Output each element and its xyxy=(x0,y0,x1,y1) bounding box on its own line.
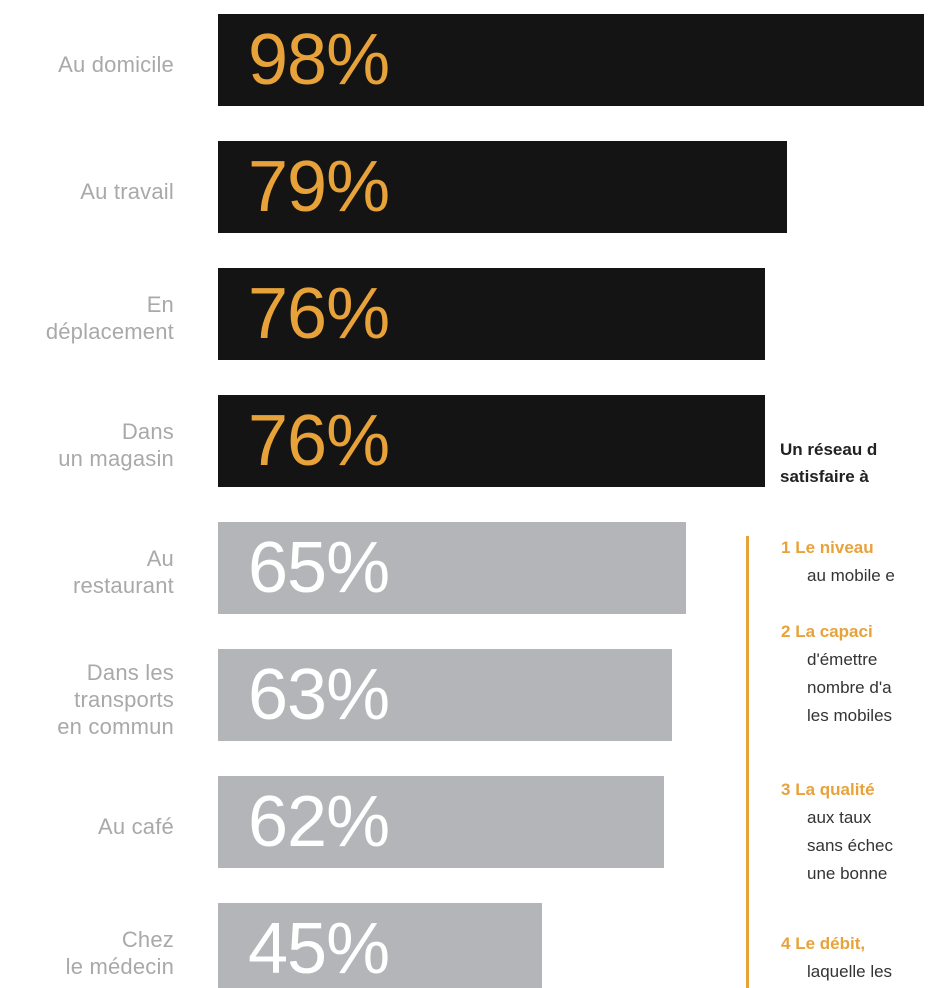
side-item-1: 1 Le niveau au mobile e xyxy=(781,534,928,590)
bar: 76% xyxy=(218,395,766,487)
side-item-lead: Le débit, xyxy=(795,934,866,953)
side-item-line: sans échec xyxy=(807,836,893,855)
side-item-line: aux taux xyxy=(807,808,872,827)
category-label: Dans les transports en commun xyxy=(57,659,174,739)
side-item-line: une bonne xyxy=(807,864,888,883)
side-item-line: laquelle les xyxy=(807,962,893,981)
side-item-lead: Le niveau xyxy=(795,538,874,557)
category-label: Au travail xyxy=(80,178,174,204)
bar: 62% xyxy=(218,776,665,868)
bar: 63% xyxy=(218,649,672,741)
category-label: Dans un magasin xyxy=(58,419,174,471)
category-label: Au café xyxy=(97,813,174,839)
bar: 65% xyxy=(218,522,686,614)
side-item-line: nombre d'a xyxy=(807,678,892,697)
bar-value-label: 63% xyxy=(248,655,390,735)
side-item-number: 3 xyxy=(781,780,791,799)
category-label: En déplacement xyxy=(45,292,174,344)
bar-value-label: 76% xyxy=(248,274,390,354)
side-panel-title: Un réseau d satisfaire à xyxy=(780,436,928,490)
side-item-line: les mobiles xyxy=(807,706,893,725)
category-label: Au domicile xyxy=(58,51,174,77)
side-item-3: 3 La qualité aux taux sans échec une bon… xyxy=(781,776,928,888)
category-label: Chez le médecin xyxy=(65,927,174,979)
bar-value-label: 62% xyxy=(248,782,390,862)
side-item-line: au mobile e xyxy=(807,566,895,585)
side-panel-accent-rule xyxy=(746,536,749,988)
bar: 79% xyxy=(218,141,787,233)
bar: 76% xyxy=(218,268,766,360)
side-item-lead: La qualité xyxy=(795,780,875,799)
side-item-number: 1 xyxy=(781,538,791,557)
side-item-line: d'émettre xyxy=(807,650,878,669)
side-item-lead: La capaci xyxy=(795,622,873,641)
bar-value-label: 76% xyxy=(248,401,390,481)
category-label: Au restaurant xyxy=(72,546,174,598)
side-item-number: 4 xyxy=(781,934,791,953)
bar-value-label: 98% xyxy=(248,20,390,100)
side-title-line-2: satisfaire à xyxy=(780,467,869,486)
bar: 98% xyxy=(218,14,924,106)
bar-value-label: 45% xyxy=(248,909,390,988)
side-title-line-1: Un réseau d xyxy=(780,440,878,459)
bar-value-label: 65% xyxy=(248,528,390,608)
side-item-number: 2 xyxy=(781,622,791,641)
bar: 45% xyxy=(218,903,542,988)
bar-value-label: 79% xyxy=(248,147,390,227)
side-item-4: 4 Le débit, laquelle les xyxy=(781,930,928,986)
side-item-2: 2 La capaci d'émettre nombre d'a les mob… xyxy=(781,618,928,730)
